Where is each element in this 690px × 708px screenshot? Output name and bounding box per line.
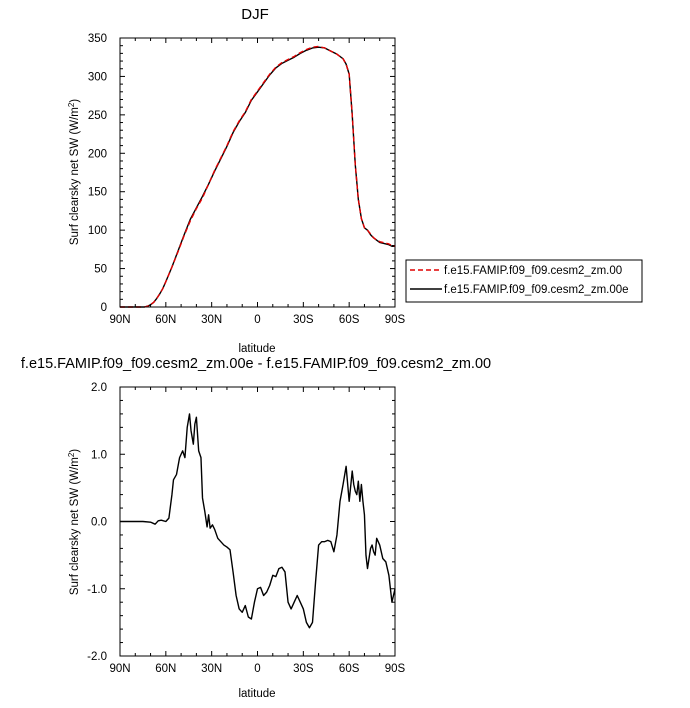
difference-chart-series	[120, 413, 396, 629]
difference-chart-y-tick-label: 2.0	[91, 382, 107, 394]
top-chart-x-tick-label: 90S	[385, 314, 406, 326]
top-chart-x-axis-label: latitude	[238, 343, 275, 355]
top-chart-x-tick-label: 60N	[155, 314, 176, 326]
top-chart-y-tick-label: 0	[101, 302, 107, 314]
difference-chart-y-tick-label: 1.0	[91, 449, 107, 461]
top-chart-x-tick-label: 90N	[109, 314, 130, 326]
top-chart-series-line-1	[120, 46, 395, 308]
top-chart-frame	[119, 37, 396, 308]
top-chart-y-tick-label: 200	[88, 148, 107, 160]
difference-chart-x-tick-label: 90N	[109, 663, 130, 675]
top-chart-y-tick-label: 300	[88, 71, 107, 83]
top-chart-y-tick-label: 150	[88, 187, 107, 199]
top-chart-x-tick-label: 0	[254, 314, 260, 326]
difference-chart-y-tick-label: 0.0	[91, 517, 107, 529]
legend-label-series-2: f.e15.FAMIP.f09_f09.cesm2_zm.00e	[444, 284, 629, 296]
difference-chart-y-axis-label: Surf clearsky net SW (W/m2)	[67, 449, 81, 595]
top-chart-y-tick-label: 350	[88, 33, 107, 45]
top-chart-series	[120, 45, 396, 308]
top-chart-title: DJF	[241, 6, 269, 23]
difference-chart-x-tick-label: 30N	[201, 663, 222, 675]
top-chart: DJF Surf clearsky net SW (W/m2) latitude…	[67, 6, 643, 355]
top-chart-y-axis-label: Surf clearsky net SW (W/m2)	[67, 99, 81, 245]
top-chart-series-line-2	[120, 45, 396, 308]
difference-chart-axes: 90N 60N 30N 0 30S 60S 90S -2.0 -1.0 0.0 1.0 2.0	[87, 382, 405, 675]
top-chart-y-tick-label: 250	[88, 110, 107, 122]
difference-chart-title: f.e15.FAMIP.f09_f09.cesm2_zm.00e - f.e15…	[21, 356, 491, 372]
difference-chart-series-line-1	[120, 413, 396, 629]
difference-chart-x-tick-label: 90S	[385, 663, 406, 675]
legend-box	[405, 259, 643, 303]
difference-chart-x-axis-label: latitude	[238, 688, 275, 700]
difference-chart-x-tick-label: 60S	[339, 663, 360, 675]
difference-chart-y-tick-label: -2.0	[87, 651, 107, 663]
difference-chart-x-tick-label: 30S	[293, 663, 314, 675]
top-chart-x-tick-label: 30N	[201, 314, 222, 326]
legend: f.e15.FAMIP.f09_f09.cesm2_zm.00 f.e15.FA…	[405, 259, 643, 303]
top-chart-y-tick-label: 50	[94, 264, 107, 276]
difference-chart-x-tick-label: 0	[254, 663, 260, 675]
difference-chart-x-tick-label: 60N	[155, 663, 176, 675]
legend-label-series-1: f.e15.FAMIP.f09_f09.cesm2_zm.00	[444, 265, 622, 277]
difference-chart: f.e15.FAMIP.f09_f09.cesm2_zm.00e - f.e15…	[21, 356, 491, 700]
difference-chart-frame	[119, 386, 396, 657]
difference-chart-y-tick-label: -1.0	[87, 584, 107, 596]
top-chart-y-tick-label: 100	[88, 225, 107, 237]
top-chart-x-tick-label: 60S	[339, 314, 360, 326]
top-chart-x-tick-label: 30S	[293, 314, 314, 326]
top-chart-axes: 90N 60N 30N 0 30S 60S 90S 0 50 100 150 200 250 300 350	[88, 33, 406, 326]
